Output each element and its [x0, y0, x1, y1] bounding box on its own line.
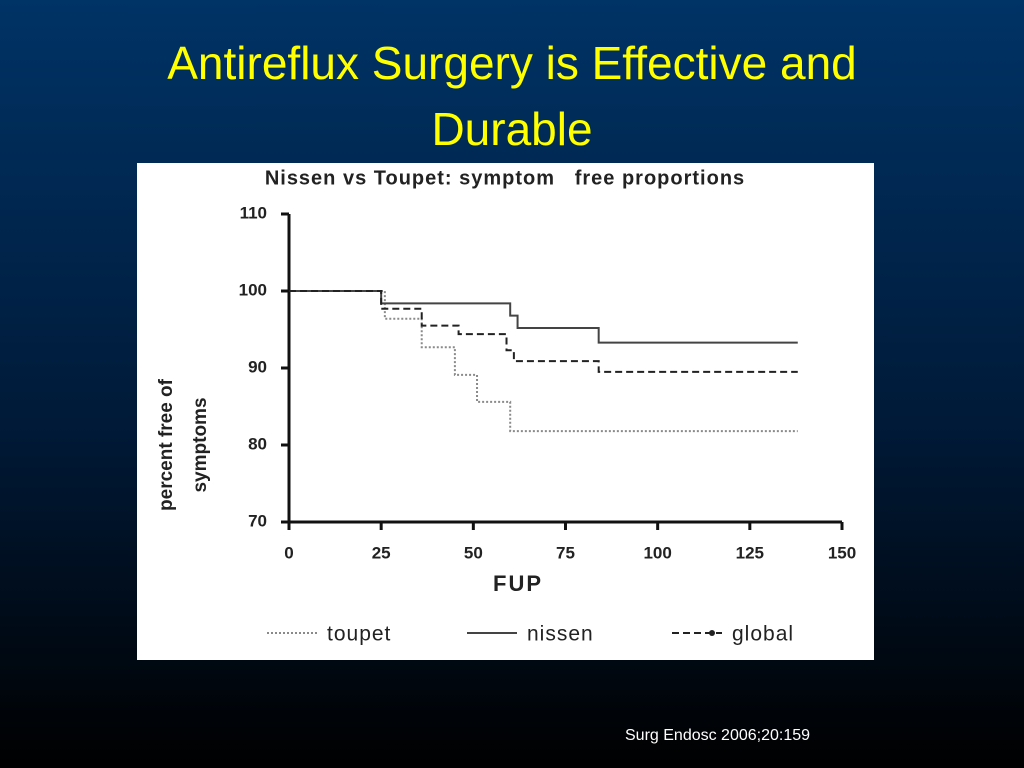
x-axis-label: FUP [493, 571, 543, 596]
legend-label: nissen [527, 623, 594, 646]
legend-label: global [732, 623, 794, 646]
y-tick-label: 70 [248, 511, 267, 530]
survival-line [289, 290, 798, 373]
y-tick-label: 110 [240, 203, 267, 222]
x-tick-label: 150 [828, 543, 856, 562]
citation: Surg Endosc 2006;20:159 [625, 727, 811, 744]
x-tick-label: 50 [464, 543, 483, 562]
y-tick-label: 90 [248, 357, 267, 376]
y-tick-label: 80 [248, 434, 267, 453]
slide-title: Durable [431, 103, 593, 155]
slide-title: Antireflux Surgery is Effective and [167, 37, 857, 89]
chart-title: Nissen vs Toupet: symptom free proportio… [265, 167, 745, 189]
y-axis-label: symptoms [190, 397, 211, 492]
survival-line [289, 290, 798, 344]
y-axis-label: percent free of [156, 378, 177, 511]
x-tick-label: 125 [736, 543, 764, 562]
y-tick-label: 100 [239, 280, 267, 299]
legend-marker [709, 630, 715, 636]
survival-line [289, 290, 798, 433]
x-tick-label: 75 [556, 543, 575, 562]
legend-label: toupet [327, 623, 391, 646]
x-tick-label: 100 [643, 543, 671, 562]
x-tick-label: 25 [372, 543, 391, 562]
chart: Nissen vs Toupet: symptom free proportio… [137, 163, 874, 660]
x-tick-label: 0 [284, 543, 293, 562]
